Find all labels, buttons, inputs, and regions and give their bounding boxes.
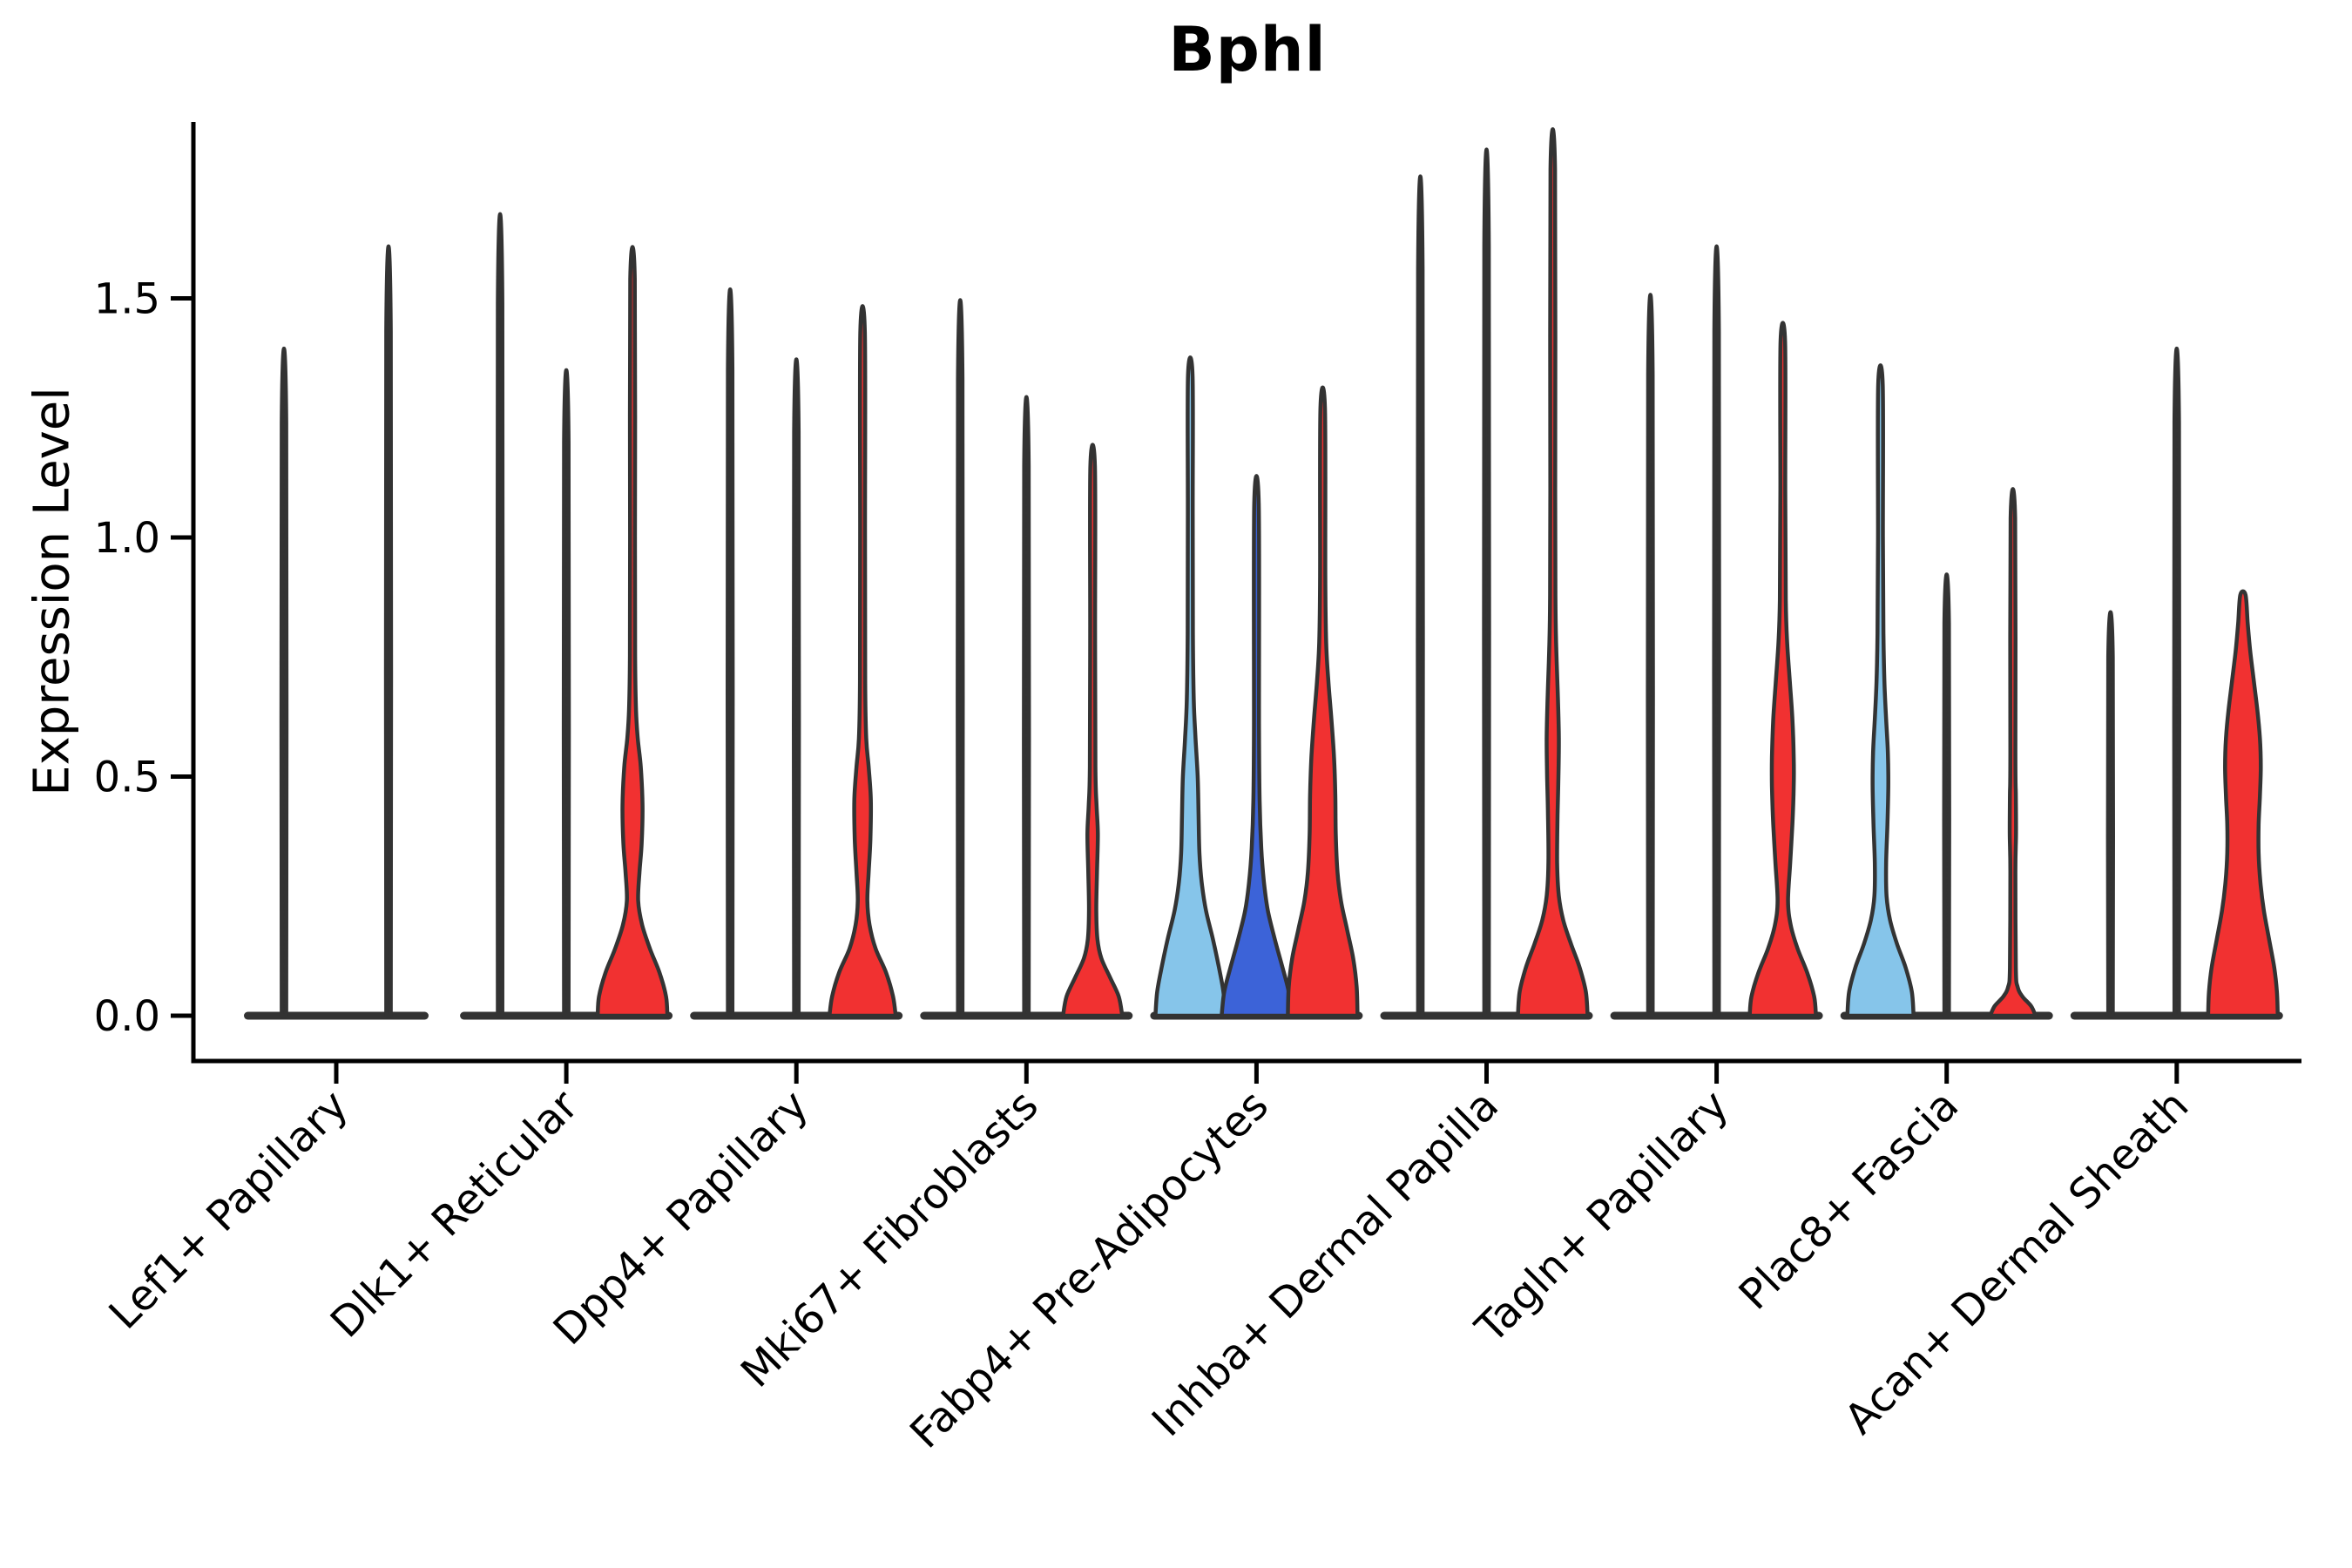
violin-body	[2206, 589, 2281, 1018]
violin-body	[1747, 321, 1818, 1018]
violin-body	[1845, 363, 1916, 1018]
x-tick-label: Tagln+ Papillary	[1466, 1081, 1738, 1353]
violin-body	[1061, 443, 1125, 1018]
violin-body	[1516, 127, 1590, 1018]
chart-title: Bphl	[1168, 14, 1327, 85]
violin-body	[1153, 355, 1227, 1018]
x-tick-label: Dlk1+ Reticular	[321, 1081, 588, 1348]
y-tick-label: 1.0	[94, 514, 160, 563]
x-tick-label: Lef1+ Papillary	[100, 1081, 358, 1339]
violin-body	[1220, 474, 1294, 1018]
x-tick-label: Dpp4+ Papillary	[544, 1081, 818, 1355]
violin-spike	[1712, 244, 1721, 1018]
violin-body	[595, 245, 670, 1018]
violin-body	[1988, 487, 2038, 1018]
violin-spike	[1022, 395, 1031, 1018]
violin-spike	[2105, 610, 2116, 1018]
violin-spike	[1646, 293, 1655, 1018]
violin-spike	[279, 346, 289, 1018]
violin-spike	[1482, 147, 1491, 1018]
violin-spike	[956, 298, 965, 1018]
violin-spike	[2172, 346, 2182, 1018]
violin-spike	[383, 244, 394, 1018]
violin-spike	[561, 368, 571, 1018]
x-tick-label: Plac8+ Fascia	[1730, 1081, 1969, 1320]
violin-body	[827, 304, 898, 1018]
violin-spike	[495, 212, 505, 1018]
y-tick-label: 0.0	[94, 992, 160, 1041]
violin-spike	[791, 357, 801, 1018]
y-tick-label: 0.5	[94, 754, 160, 802]
violin-spike	[725, 287, 735, 1018]
violin-spike	[1942, 572, 1951, 1018]
violin-spike	[1416, 174, 1425, 1018]
violin-baseline	[244, 1011, 429, 1020]
violin-body	[1286, 385, 1360, 1018]
y-tick-label: 1.5	[94, 275, 160, 324]
